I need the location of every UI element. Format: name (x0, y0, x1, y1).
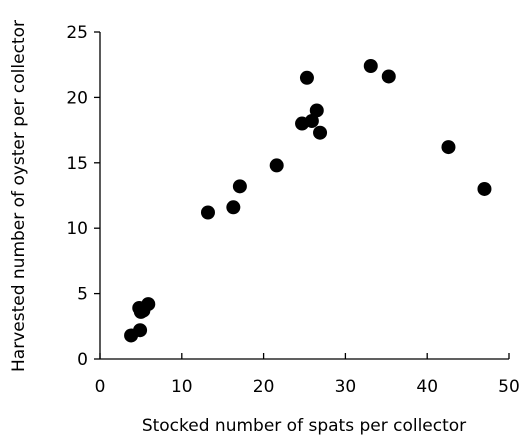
x-axis-label: Stocked number of spats per collector (142, 416, 466, 436)
data-point (200, 205, 215, 220)
data-point (309, 103, 324, 118)
data-point (477, 181, 492, 196)
data-point (226, 200, 241, 215)
data-point (304, 113, 319, 128)
x-tick-label: 50 (498, 377, 520, 397)
data-point (441, 140, 456, 155)
y-axis-label: Harvested number of oyster per collector (9, 20, 29, 372)
x-axis-ticks: 0 10 20 30 40 50 (95, 353, 520, 397)
y-tick-label: 10 (66, 219, 88, 239)
y-axis-ticks: 0 5 10 15 20 25 (66, 23, 100, 370)
data-point (381, 69, 396, 84)
data-point (133, 323, 148, 338)
data-point (141, 297, 156, 312)
data-point (313, 125, 328, 140)
data-point (269, 158, 284, 173)
data-points (124, 59, 492, 343)
x-tick-label: 30 (335, 377, 357, 397)
x-tick-label: 40 (416, 377, 438, 397)
y-tick-label: 5 (77, 285, 88, 305)
x-tick-label: 0 (95, 377, 106, 397)
data-point (299, 70, 314, 85)
y-tick-label: 15 (66, 154, 88, 174)
x-tick-label: 20 (253, 377, 275, 397)
data-point (363, 59, 378, 74)
y-tick-label: 0 (77, 350, 88, 370)
y-tick-label: 20 (66, 88, 88, 108)
x-tick-label: 10 (171, 377, 193, 397)
y-tick-label: 25 (66, 23, 88, 43)
data-point (232, 179, 247, 194)
